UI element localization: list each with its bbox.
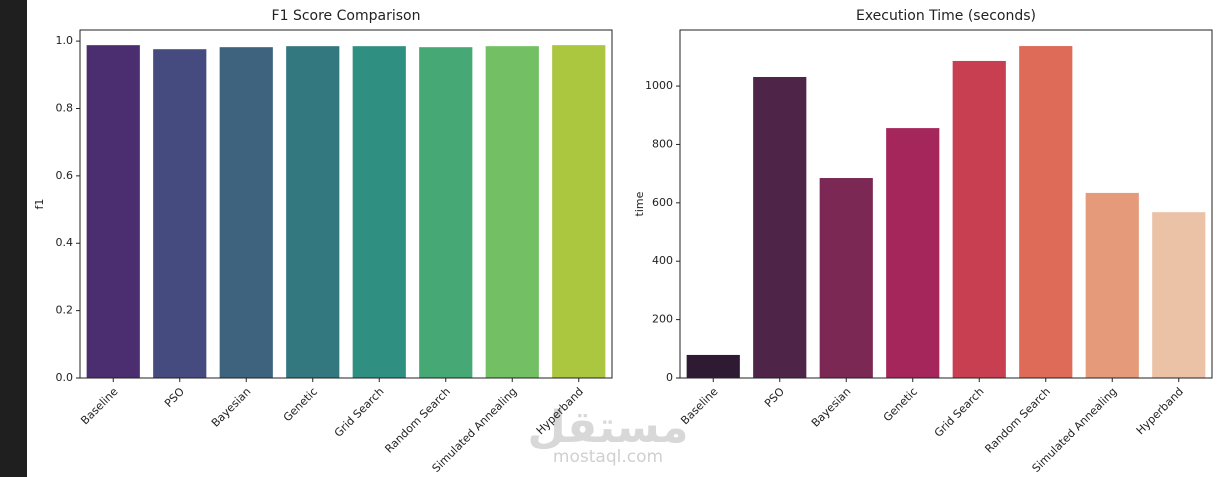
watermark: mostaql.com <box>553 447 663 467</box>
x-tick-label: Grid Search <box>932 385 987 440</box>
bar <box>753 77 807 378</box>
bar <box>886 128 940 378</box>
y-axis-label: time <box>633 191 646 216</box>
y-tick-label: 800 <box>652 137 673 150</box>
y-tick-label: 0.6 <box>56 169 74 182</box>
x-tick-label: PSO <box>762 385 787 410</box>
x-tick-label: Bayesian <box>809 385 854 430</box>
watermark: مستقل <box>528 402 689 453</box>
y-tick-label: 400 <box>652 254 673 267</box>
bar <box>352 46 406 378</box>
bar <box>952 60 1006 378</box>
x-tick-label: Genetic <box>281 385 320 424</box>
bar <box>153 49 207 378</box>
bar <box>819 178 873 378</box>
x-tick-label: Grid Search <box>332 385 387 440</box>
x-tick-label: Random Search <box>382 385 453 456</box>
x-tick-label: Hyperband <box>1134 385 1186 437</box>
y-tick-label: 600 <box>652 196 673 209</box>
y-tick-label: 0.8 <box>56 101 74 114</box>
y-tick-label: 0 <box>666 371 673 384</box>
bar <box>419 47 473 378</box>
x-tick-label: PSO <box>162 385 187 410</box>
sidebar <box>0 0 27 477</box>
bar <box>86 45 140 378</box>
x-tick-label: Baseline <box>78 385 120 427</box>
chart-title: F1 Score Comparison <box>272 8 421 24</box>
bar <box>1085 192 1139 378</box>
y-tick-label: 200 <box>652 313 673 326</box>
x-tick-label: Random Search <box>982 385 1053 456</box>
y-tick-label: 0.0 <box>56 371 74 384</box>
y-axis-label: f1 <box>33 199 46 210</box>
y-tick-label: 0.4 <box>56 236 74 249</box>
chart-title: Execution Time (seconds) <box>856 8 1036 24</box>
bar <box>686 354 740 378</box>
bar <box>1152 212 1206 378</box>
x-tick-label: Genetic <box>881 385 920 424</box>
x-tick-label: Bayesian <box>209 385 254 430</box>
bar <box>485 46 539 378</box>
bar <box>219 47 273 378</box>
bar <box>286 46 340 378</box>
axes-frame <box>679 29 1213 379</box>
y-tick-label: 0.2 <box>56 304 74 317</box>
y-tick-label: 1.0 <box>56 34 74 47</box>
y-tick-label: 1000 <box>645 79 673 92</box>
bar <box>1019 46 1073 379</box>
axes-frame <box>79 29 613 379</box>
bar <box>552 45 606 378</box>
